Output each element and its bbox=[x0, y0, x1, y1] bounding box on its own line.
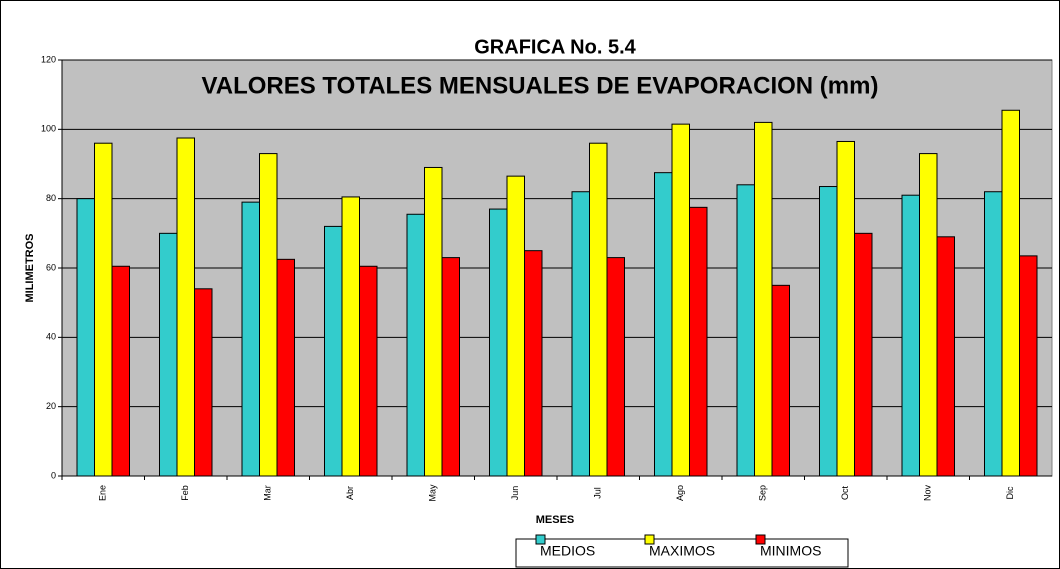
bar bbox=[819, 186, 838, 477]
x-tick-label: Jun bbox=[510, 486, 520, 501]
bar bbox=[1001, 109, 1020, 477]
legend bbox=[515, 538, 849, 568]
bar bbox=[176, 137, 195, 477]
bar bbox=[936, 236, 955, 477]
bar bbox=[324, 225, 343, 477]
y-tick-label: 0 bbox=[51, 470, 56, 480]
bar bbox=[341, 196, 360, 477]
y-tick-label: 20 bbox=[46, 401, 56, 411]
y-tick-label: 100 bbox=[41, 124, 56, 134]
chart-subtitle: VALORES TOTALES MENSUALES DE EVAPORACION… bbox=[202, 72, 879, 99]
legend-marker bbox=[535, 534, 546, 545]
x-tick-label: Nov bbox=[923, 485, 933, 502]
bar bbox=[194, 288, 213, 477]
x-tick-label: Sep bbox=[758, 485, 768, 501]
bar bbox=[441, 257, 460, 477]
x-tick-label: Dic bbox=[1005, 486, 1015, 499]
bar bbox=[736, 184, 755, 477]
x-tick-label: Oct bbox=[840, 486, 850, 501]
legend-label: MEDIOS bbox=[540, 543, 595, 559]
bar bbox=[606, 257, 625, 477]
bar bbox=[654, 172, 673, 477]
bar bbox=[111, 265, 130, 477]
bar bbox=[836, 140, 855, 477]
y-tick-label: 120 bbox=[41, 54, 56, 64]
bars bbox=[76, 109, 1038, 477]
bar bbox=[1019, 255, 1038, 477]
y-axis-label: MILIMETROS bbox=[24, 233, 36, 302]
bar bbox=[76, 198, 95, 477]
bar bbox=[489, 208, 508, 477]
legend-marker bbox=[755, 534, 766, 545]
bar bbox=[854, 232, 873, 477]
chart-title: GRAFICA No. 5.4 bbox=[474, 36, 636, 58]
x-axis-label: MESES bbox=[536, 514, 575, 526]
bar bbox=[919, 153, 938, 477]
bar bbox=[754, 121, 773, 477]
grid bbox=[62, 59, 1052, 477]
y-tick-label: 80 bbox=[46, 193, 56, 203]
x-tick-label: Ene bbox=[98, 485, 108, 501]
y-tick-label: 60 bbox=[46, 262, 56, 272]
bar bbox=[901, 194, 920, 477]
bar bbox=[571, 191, 590, 477]
bar bbox=[589, 142, 608, 477]
x-tick-label: Jul bbox=[593, 487, 603, 499]
bar bbox=[771, 284, 790, 477]
bar bbox=[276, 258, 295, 477]
bar bbox=[259, 153, 278, 477]
bar bbox=[671, 123, 690, 477]
bar bbox=[524, 250, 543, 477]
legend-label: MAXIMOS bbox=[649, 543, 715, 559]
bar bbox=[689, 206, 708, 477]
x-tick-label: May bbox=[428, 484, 438, 502]
bar bbox=[424, 166, 443, 477]
bar bbox=[159, 232, 178, 477]
bar bbox=[506, 175, 525, 477]
x-tick-label: Abr bbox=[345, 486, 355, 500]
x-tick-label: Feb bbox=[180, 485, 190, 501]
bar bbox=[984, 191, 1003, 477]
bar bbox=[241, 201, 260, 477]
x-tick-label: Ago bbox=[675, 485, 685, 501]
y-tick-label: 40 bbox=[46, 332, 56, 342]
bar bbox=[406, 213, 425, 477]
bar bbox=[94, 142, 113, 477]
x-tick-label: Mar bbox=[263, 485, 273, 501]
bar bbox=[359, 265, 378, 477]
legend-label: MINIMOS bbox=[760, 543, 821, 559]
legend-marker bbox=[644, 534, 655, 545]
